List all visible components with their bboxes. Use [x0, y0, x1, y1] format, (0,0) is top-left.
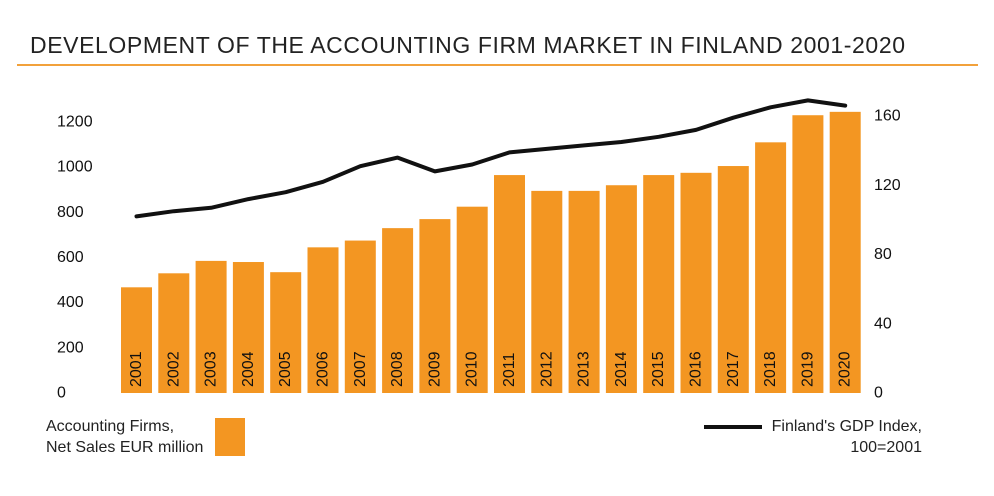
bar-2017	[717, 166, 749, 393]
left-axis-tick-1000: 1000	[57, 159, 93, 176]
left-axis-tick-1200: 1200	[57, 114, 93, 131]
bar-2002	[158, 273, 190, 393]
x-tick-label-2004: 2004	[240, 351, 257, 387]
x-tick-label-2020: 2020	[837, 351, 854, 387]
bar-2007	[344, 240, 376, 393]
title-divider	[17, 64, 978, 66]
bar-2018	[755, 142, 787, 393]
x-tick-label-2015: 2015	[650, 351, 667, 387]
chart-title: DEVELOPMENT OF THE ACCOUNTING FIRM MARKE…	[30, 32, 906, 58]
bar-2009	[419, 219, 451, 393]
legend-bar-swatch	[215, 418, 246, 456]
bar-2011	[494, 175, 525, 393]
x-tick-label-2018: 2018	[762, 351, 779, 387]
bar-2013	[568, 190, 600, 393]
legend-line-entry: Finland's GDP Index, 100=2001	[703, 416, 922, 458]
x-tick-label-2011: 2011	[501, 352, 518, 387]
x-tick-label-2008: 2008	[389, 351, 406, 387]
x-tick-label-2016: 2016	[688, 351, 705, 387]
bar-2001	[121, 287, 152, 393]
left-axis-tick-0: 0	[57, 385, 66, 402]
bar-2005	[270, 272, 302, 393]
right-axis-tick-80: 80	[874, 246, 892, 263]
legend-bar-entry: Accounting Firms, Net Sales EUR million	[46, 416, 246, 458]
right-axis-tick-120: 120	[874, 177, 901, 194]
x-tick-label-2010: 2010	[464, 351, 481, 387]
right-axis-tick-40: 40	[874, 315, 892, 332]
bar-2004	[232, 262, 264, 393]
bar-2015	[643, 175, 675, 393]
legend-line-label-line1: Finland's GDP Index,	[771, 418, 922, 435]
x-tick-label-2014: 2014	[613, 351, 630, 387]
gdp-index-line	[134, 98, 848, 219]
left-axis-tick-200: 200	[57, 339, 84, 356]
bar-2014	[605, 185, 637, 393]
legend-bar-label-line1: Accounting Firms,	[46, 418, 175, 435]
x-tick-label-2012: 2012	[538, 351, 555, 387]
x-tick-label-2006: 2006	[315, 351, 332, 387]
bar-2010	[456, 206, 488, 393]
bar-2019	[792, 115, 824, 393]
legend-bar-label-line2: Net Sales EUR million	[46, 439, 204, 456]
bar-2003	[195, 260, 227, 393]
x-tick-label-2017: 2017	[725, 351, 742, 387]
left-axis-tick-400: 400	[57, 294, 84, 311]
x-tick-label-2019: 2019	[799, 351, 816, 387]
left-axis-tick-600: 600	[57, 249, 84, 266]
x-tick-label-2003: 2003	[203, 351, 220, 387]
x-tick-label-2009: 2009	[426, 351, 443, 387]
bar-2008	[382, 228, 414, 393]
x-tick-label-2013: 2013	[576, 351, 593, 387]
left-axis-tick-800: 800	[57, 204, 84, 221]
legend-line-swatch	[703, 425, 762, 429]
bar-2020	[829, 111, 861, 394]
bar-2016	[680, 172, 712, 393]
x-tick-label-2007: 2007	[352, 351, 369, 387]
right-axis-tick-0: 0	[874, 385, 883, 402]
x-tick-label-2002: 2002	[165, 351, 182, 387]
x-tick-label-2001: 2001	[128, 351, 145, 387]
legend-line-label-line2: 100=2001	[850, 439, 922, 456]
bar-2012	[531, 190, 563, 393]
right-axis-tick-160: 160	[874, 108, 901, 125]
bar-2006	[307, 247, 339, 393]
x-tick-label-2005: 2005	[277, 351, 294, 387]
